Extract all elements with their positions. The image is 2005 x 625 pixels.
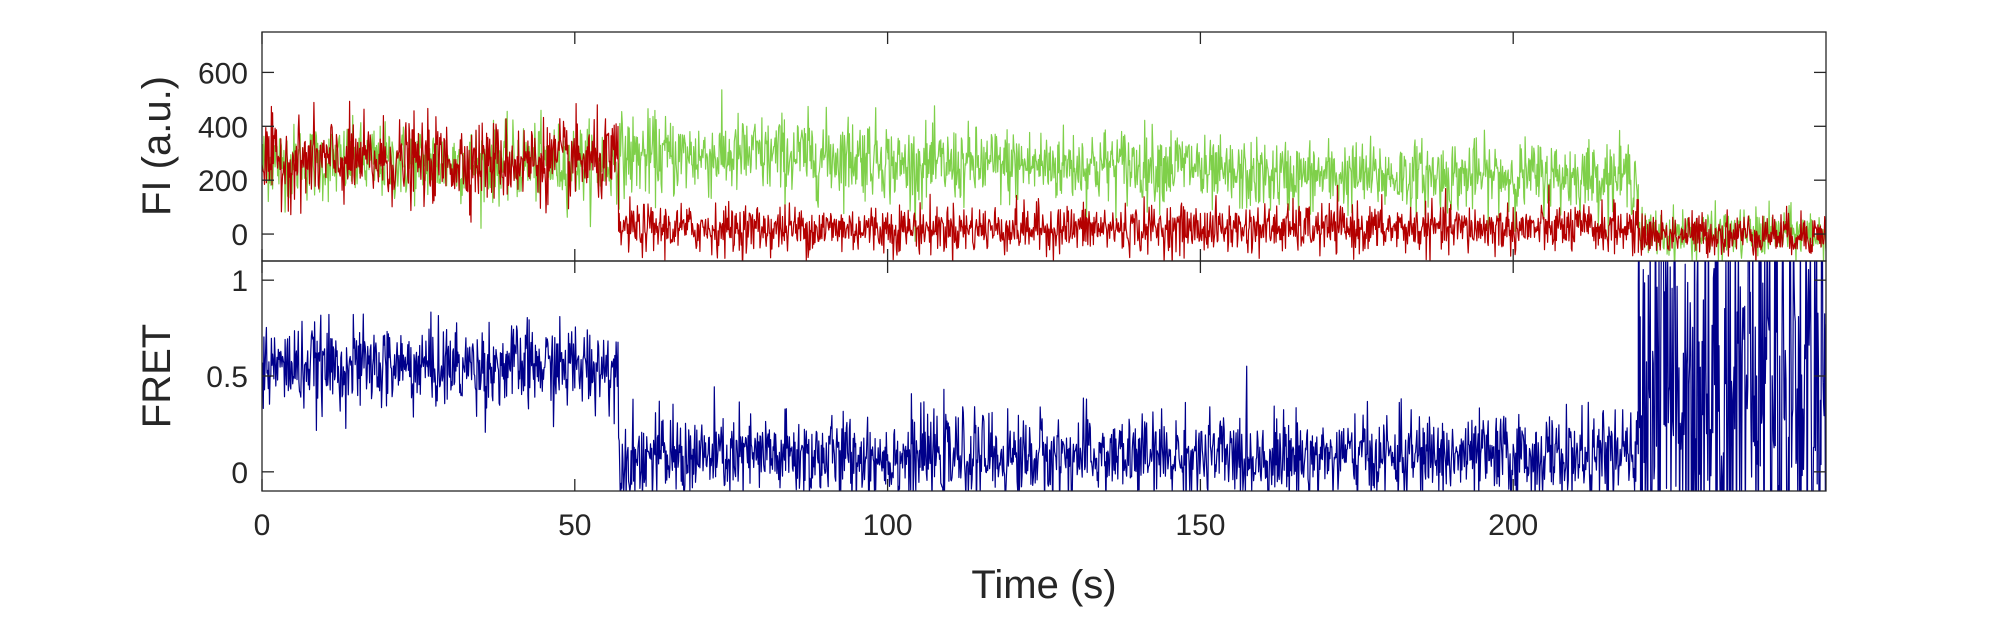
fret-y-tick-label: 0.5 xyxy=(206,361,248,394)
intensity-y-tick-label: 200 xyxy=(198,165,248,198)
fret-x-tick-label: 150 xyxy=(1175,509,1225,542)
intensity-y-axis-label: FI (a.u.) xyxy=(135,76,179,216)
fret-x-tick-label: 200 xyxy=(1488,509,1538,542)
intensity-trace-1 xyxy=(262,100,1826,261)
intensity-trace-0 xyxy=(262,89,1826,261)
intensity-panel: 0 200 400 600 FI (a.u.) xyxy=(135,31,1827,262)
fret-x-tick-label: 100 xyxy=(863,509,913,542)
fret-y-tick-label: 0 xyxy=(231,457,248,490)
intensity-traces xyxy=(262,89,1826,261)
intensity-y-ticks: 0 200 400 600 xyxy=(198,32,1826,261)
fret-x-tick-label: 50 xyxy=(558,509,591,542)
fret-ticks: 0 0.5 1 0 50 100 150 200 xyxy=(206,261,1826,542)
fret-traces xyxy=(262,261,1826,491)
intensity-y-tick-label: 0 xyxy=(231,219,248,252)
time-x-axis-label: Time (s) xyxy=(971,563,1116,607)
fret-panel: 0 0.5 1 0 50 100 150 200 FRET Time (s) xyxy=(135,260,1827,607)
intensity-y-tick-label: 600 xyxy=(198,57,248,90)
fret-y-axis-label: FRET xyxy=(135,324,179,428)
intensity-y-tick-label: 400 xyxy=(198,111,248,144)
fret-x-tick-label: 0 xyxy=(254,509,271,542)
fret-trace-0 xyxy=(262,261,1826,491)
fret-y-tick-label: 1 xyxy=(231,265,248,298)
